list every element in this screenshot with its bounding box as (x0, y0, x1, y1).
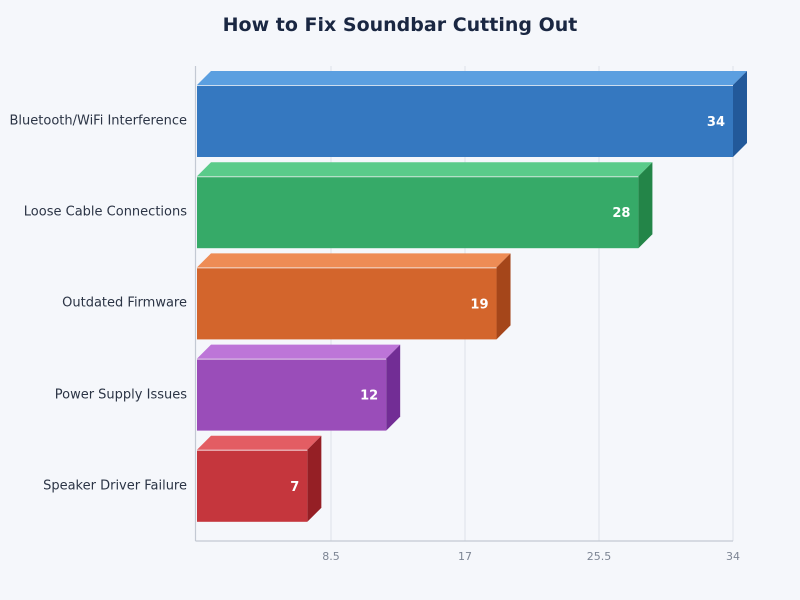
bar: 7 (197, 435, 322, 522)
bar-value-label: 7 (290, 480, 299, 495)
bar-top-face (197, 71, 747, 85)
bar-side-face (496, 253, 511, 340)
bar-top-face (197, 253, 511, 268)
x-tick-label: 17 (458, 550, 472, 563)
bar-value-label: 28 (612, 206, 630, 221)
axes (194, 66, 733, 542)
category-label: Power Supply Issues (54, 387, 187, 403)
bar-front-face (197, 267, 497, 340)
bar-top-face (197, 435, 322, 450)
bar-value-label: 12 (360, 389, 378, 404)
category-label: Loose Cable Connections (23, 204, 187, 220)
bar-front-face (197, 358, 387, 431)
bar-value-label: 34 (707, 115, 725, 130)
bar-side-face (307, 435, 322, 522)
bars: 34 28 19 12 7 (197, 71, 747, 522)
bar: 28 (197, 162, 653, 249)
bar-top-face (197, 162, 653, 177)
bar: 34 (197, 71, 747, 157)
bar-side-face (638, 162, 653, 249)
x-tick-label: 8.5 (322, 550, 340, 563)
category-label: Outdated Firmware (62, 295, 187, 311)
bar: 12 (197, 344, 401, 431)
bar-top-face (197, 344, 401, 359)
bar-front-face (197, 176, 639, 249)
category-label: Bluetooth/WiFi Interference (9, 113, 187, 129)
bar-front-face (197, 85, 733, 157)
x-tick-label: 25.5 (586, 550, 612, 563)
bar-side-face (386, 344, 401, 431)
category-label: Speaker Driver Failure (43, 478, 187, 494)
chart-title: How to Fix Soundbar Cutting Out (222, 14, 578, 36)
bar-front-face (197, 449, 308, 522)
bar-side-face (733, 71, 747, 157)
x-tick-label: 34 (726, 550, 740, 563)
bar-value-label: 19 (470, 297, 488, 312)
bar: 19 (197, 253, 511, 340)
